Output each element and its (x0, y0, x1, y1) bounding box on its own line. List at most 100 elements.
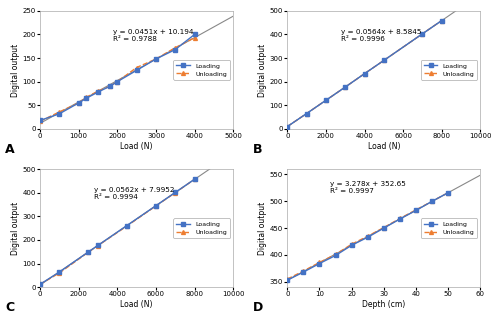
Loading (84, 96, 89, 100)
Loading (134, 68, 140, 72)
Unloading (84, 95, 89, 99)
Unloading (429, 199, 435, 203)
X-axis label: Load (N): Load (N) (368, 142, 400, 151)
Loading (323, 99, 329, 102)
Unloading (420, 32, 426, 36)
Unloading (192, 36, 198, 40)
Line: Loading: Loading (38, 177, 196, 286)
Loading (284, 125, 290, 128)
Unloading (56, 110, 62, 114)
Line: Loading: Loading (38, 33, 196, 122)
Unloading (323, 99, 329, 102)
Loading (397, 217, 403, 221)
Loading (95, 243, 101, 247)
Unloading (134, 66, 140, 70)
Loading (114, 80, 120, 84)
Unloading (37, 282, 43, 286)
Loading (56, 112, 62, 116)
Line: Unloading: Unloading (38, 36, 196, 123)
Unloading (284, 125, 290, 128)
Line: Unloading: Unloading (286, 19, 444, 128)
Y-axis label: Digital output: Digital output (10, 202, 20, 255)
Loading (95, 90, 101, 94)
Unloading (413, 208, 419, 212)
Loading (153, 57, 159, 61)
Loading (284, 278, 290, 282)
Unloading (332, 252, 338, 256)
Unloading (95, 89, 101, 93)
Unloading (445, 191, 451, 194)
Unloading (304, 112, 310, 116)
Unloading (348, 242, 354, 246)
Loading (37, 118, 43, 122)
Loading (153, 204, 159, 208)
Loading (172, 191, 178, 194)
Legend: Loading, Unloading: Loading, Unloading (174, 218, 230, 238)
Loading (124, 223, 130, 227)
Loading (445, 191, 451, 194)
Unloading (397, 216, 403, 220)
Y-axis label: Digital output: Digital output (10, 43, 20, 97)
Loading (56, 270, 62, 274)
Unloading (114, 80, 120, 84)
Line: Unloading: Unloading (286, 191, 450, 281)
Unloading (172, 46, 178, 50)
Loading (342, 85, 348, 89)
Loading (76, 101, 82, 105)
Loading (420, 32, 426, 36)
Loading (332, 253, 338, 257)
Loading (429, 199, 435, 203)
Line: Loading: Loading (286, 19, 444, 128)
Text: y = 0.0564x + 8.5845
R² = 0.9996: y = 0.0564x + 8.5845 R² = 0.9996 (342, 29, 422, 42)
Unloading (56, 271, 62, 275)
Y-axis label: Digital output: Digital output (258, 43, 267, 97)
Y-axis label: Digital output: Digital output (258, 202, 267, 255)
Loading (316, 261, 322, 265)
Loading (106, 84, 112, 88)
Text: y = 0.0451x + 10.194
R² = 0.9788: y = 0.0451x + 10.194 R² = 0.9788 (114, 29, 194, 42)
Loading (304, 112, 310, 116)
Legend: Loading, Unloading: Loading, Unloading (420, 60, 478, 80)
Unloading (300, 269, 306, 273)
Unloading (192, 177, 198, 181)
Unloading (95, 244, 101, 248)
Loading (413, 208, 419, 212)
Loading (362, 72, 368, 76)
Loading (381, 59, 387, 62)
Unloading (153, 204, 159, 208)
Legend: Loading, Unloading: Loading, Unloading (420, 218, 478, 238)
Unloading (362, 72, 368, 76)
Loading (172, 48, 178, 52)
Line: Unloading: Unloading (38, 177, 196, 286)
Unloading (364, 234, 370, 238)
Loading (364, 235, 370, 239)
X-axis label: Load (N): Load (N) (120, 300, 153, 309)
Legend: Loading, Unloading: Loading, Unloading (174, 60, 230, 80)
X-axis label: Depth (cm): Depth (cm) (362, 300, 406, 309)
Loading (381, 226, 387, 230)
Unloading (381, 226, 387, 230)
Unloading (172, 191, 178, 194)
Unloading (86, 250, 91, 254)
Line: Loading: Loading (286, 191, 450, 282)
Text: A: A (6, 143, 15, 156)
Loading (37, 282, 43, 286)
Loading (192, 177, 198, 181)
Loading (192, 33, 198, 36)
Text: D: D (252, 301, 262, 314)
Loading (300, 270, 306, 274)
X-axis label: Load (N): Load (N) (120, 142, 153, 151)
Unloading (316, 260, 322, 264)
Text: B: B (252, 143, 262, 156)
Text: y = 0.0562x + 7.9952
R² = 0.9994: y = 0.0562x + 7.9952 R² = 0.9994 (94, 187, 174, 200)
Unloading (37, 119, 43, 123)
Unloading (76, 101, 82, 105)
Unloading (439, 19, 445, 23)
Unloading (342, 85, 348, 89)
Unloading (153, 57, 159, 61)
Text: y = 3.278x + 352.65
R² = 0.9997: y = 3.278x + 352.65 R² = 0.9997 (330, 181, 406, 194)
Loading (348, 243, 354, 247)
Unloading (381, 59, 387, 62)
Unloading (106, 84, 112, 88)
Loading (439, 19, 445, 23)
